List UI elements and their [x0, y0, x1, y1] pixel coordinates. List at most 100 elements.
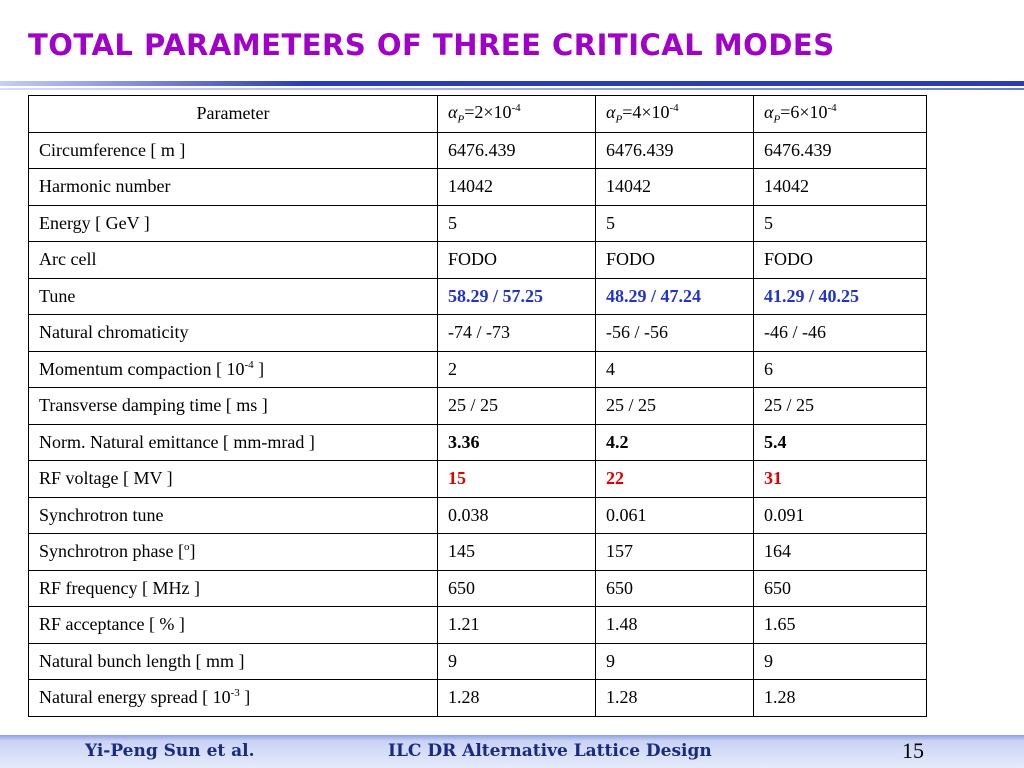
table-row: RF voltage [ MV ] 15 22 31	[28, 460, 927, 498]
value-cell: 58.29 / 57.25	[437, 277, 596, 315]
cell-text-part: P	[615, 113, 623, 126]
value-cell: 0.091	[753, 496, 927, 534]
cell-text-part: α	[764, 101, 774, 122]
cell-text-part: α	[448, 101, 458, 122]
title-rule	[0, 81, 1024, 86]
value-cell: 31	[753, 460, 927, 498]
value-cell: 9	[595, 642, 754, 680]
value-cell: FODO	[753, 241, 927, 279]
table-row: RF frequency [ MHz ] 650 650 650	[28, 569, 927, 607]
value-cell: 650	[753, 569, 927, 607]
table-row: Momentum compaction [ 10-4 ] 2 4 6	[28, 350, 927, 388]
parameter-cell: Natural bunch length [ mm ]	[28, 642, 438, 680]
value-cell: 6476.439	[437, 131, 596, 169]
value-cell: 1.65	[753, 606, 927, 644]
cell-text-part: -3	[230, 687, 240, 700]
parameter-table: Parameter αP=2×10-4 αP=4×10-4 αP=6×10-4 Circ…	[28, 95, 927, 717]
page-number: 15	[902, 738, 924, 763]
cell-text-part: -4	[244, 358, 254, 371]
cell-text-part: o	[183, 541, 190, 554]
value-cell: 6476.439	[753, 131, 927, 169]
parameter-cell: RF frequency [ MHz ]	[28, 569, 438, 607]
cell-text-part: ]	[253, 358, 265, 379]
footer-title: ILC DR Alternative Lattice Design	[388, 741, 712, 761]
table-row: Natural energy spread [ 10-3 ] 1.28 1.28 1.…	[28, 679, 927, 717]
table-row: Circumference [ m ] 6476.439 6476.439 6476.…	[28, 131, 927, 169]
value-cell: 48.29 / 47.24	[595, 277, 754, 315]
table-row: Arc cell FODO FODO FODO	[28, 241, 927, 279]
value-cell: 41.29 / 40.25	[753, 277, 927, 315]
parameter-cell: Natural chromaticity	[28, 314, 438, 352]
header-cell: αP=6×10-4	[753, 95, 927, 133]
value-cell: 2	[437, 350, 596, 388]
cell-text-part: ]	[239, 687, 251, 708]
footer-author: Yi-Peng Sun et al.	[85, 741, 255, 761]
cell-text-part: -4	[827, 101, 837, 114]
value-cell: 1.48	[595, 606, 754, 644]
cell-text-part: P	[457, 113, 465, 126]
parameter-cell: Natural energy spread [ 10-3 ]	[28, 679, 438, 717]
table-row: Harmonic number 14042 14042 14042	[28, 168, 927, 206]
cell-text-part: =4×10	[622, 101, 670, 122]
value-cell: 25 / 25	[595, 387, 754, 425]
value-cell: 1.21	[437, 606, 596, 644]
title-rule	[0, 88, 1024, 90]
cell-text-part: Momentum compaction [ 10	[39, 358, 245, 379]
header-cell: αP=4×10-4	[595, 95, 754, 133]
value-cell: 5	[595, 204, 754, 242]
value-cell: 4.2	[595, 423, 754, 461]
header-cell: αP=2×10-4	[437, 95, 596, 133]
value-cell: -56 / -56	[595, 314, 754, 352]
table-row: Energy [ GeV ] 5 5 5	[28, 204, 927, 242]
value-cell: 14042	[753, 168, 927, 206]
value-cell: 5.4	[753, 423, 927, 461]
value-cell: 650	[595, 569, 754, 607]
parameter-cell: RF acceptance [ % ]	[28, 606, 438, 644]
value-cell: FODO	[437, 241, 596, 279]
parameter-cell: Circumference [ m ]	[28, 131, 438, 169]
parameter-cell: Harmonic number	[28, 168, 438, 206]
value-cell: 145	[437, 533, 596, 571]
value-cell: 650	[437, 569, 596, 607]
value-cell: 6476.439	[595, 131, 754, 169]
value-cell: 1.28	[753, 679, 927, 717]
value-cell: -46 / -46	[753, 314, 927, 352]
value-cell: 9	[753, 642, 927, 680]
table-row: Tune 58.29 / 57.25 48.29 / 47.24 41.29 / 40…	[28, 277, 927, 315]
cell-text-part: -4	[511, 101, 521, 114]
value-cell: 164	[753, 533, 927, 571]
value-cell: 5	[437, 204, 596, 242]
value-cell: 14042	[595, 168, 754, 206]
parameter-cell: Synchrotron tune	[28, 496, 438, 534]
cell-text-part: =2×10	[464, 101, 512, 122]
cell-text-part: Synchrotron phase [	[39, 541, 184, 562]
cell-text-part: α	[606, 101, 616, 122]
value-cell: 5	[753, 204, 927, 242]
value-cell: 1.28	[595, 679, 754, 717]
value-cell: 9	[437, 642, 596, 680]
value-cell: 22	[595, 460, 754, 498]
table-row: Norm. Natural emittance [ mm-mrad ] 3.36 4…	[28, 423, 927, 461]
value-cell: 25 / 25	[753, 387, 927, 425]
cell-text-part: P	[773, 113, 781, 126]
cell-text-part: ]	[189, 541, 196, 562]
value-cell: 157	[595, 533, 754, 571]
table-row: Natural chromaticity -74 / -73 -56 / -56 -4…	[28, 314, 927, 352]
table-row: Transverse damping time [ ms ] 25 / 25 25 …	[28, 387, 927, 425]
value-cell: 0.061	[595, 496, 754, 534]
value-cell: 25 / 25	[437, 387, 596, 425]
slide-title: Total Parameters of Three Critical Modes	[28, 28, 835, 62]
cell-text-part: Natural energy spread [ 10	[39, 687, 231, 708]
parameter-cell: Transverse damping time [ ms ]	[28, 387, 438, 425]
cell-text-part: -4	[669, 101, 679, 114]
parameter-cell: Arc cell	[28, 241, 438, 279]
value-cell: 14042	[437, 168, 596, 206]
value-cell: 1.28	[437, 679, 596, 717]
parameter-cell: Momentum compaction [ 10-4 ]	[28, 350, 438, 388]
table-row: Synchrotron phase [o] 145 157 164	[28, 533, 927, 571]
value-cell: FODO	[595, 241, 754, 279]
cell-text-part: =6×10	[780, 101, 828, 122]
parameter-cell: Norm. Natural emittance [ mm-mrad ]	[28, 423, 438, 461]
value-cell: 0.038	[437, 496, 596, 534]
